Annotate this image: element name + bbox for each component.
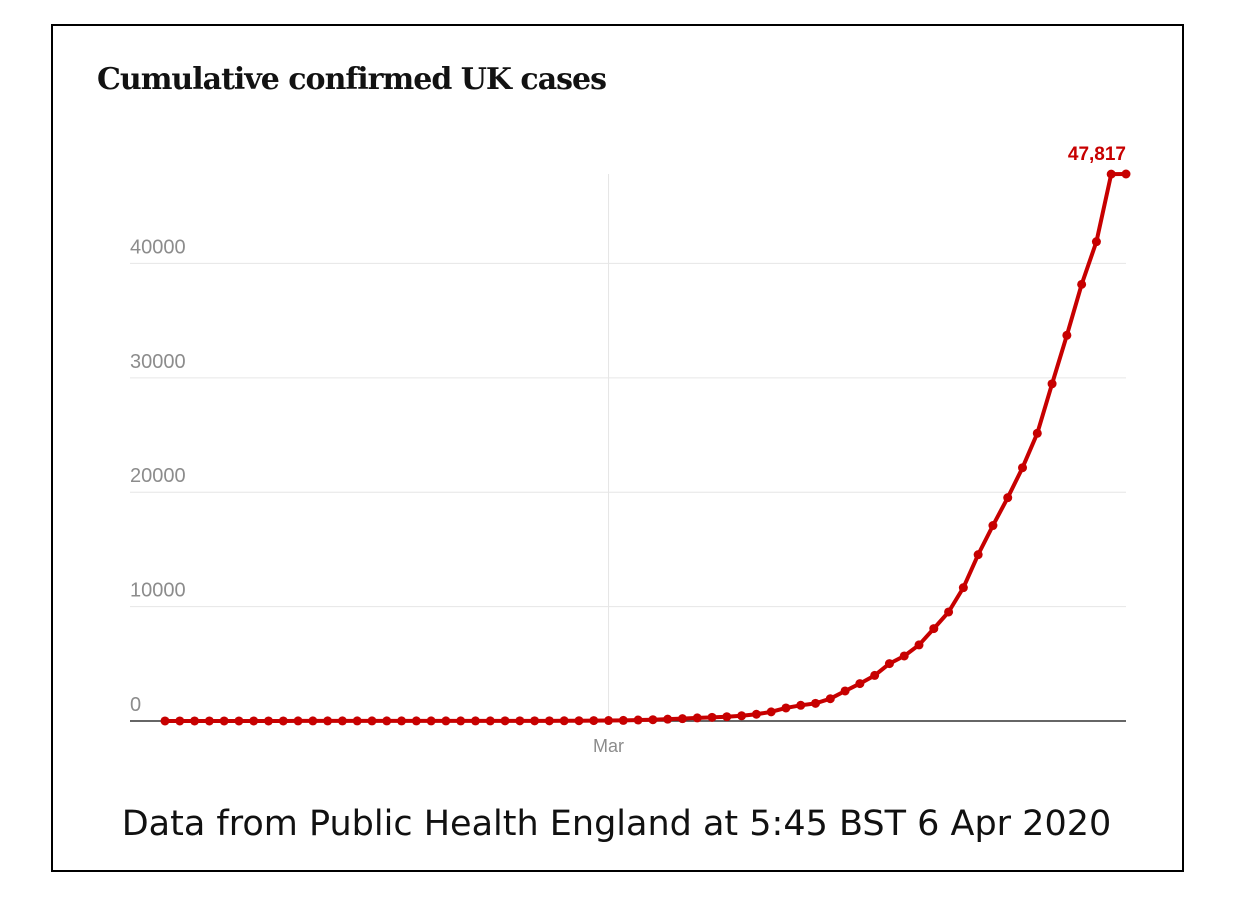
y-axis-ticks: 0 10000 20000 30000 40000	[130, 236, 186, 716]
chart-title: Cumulative confirmed UK cases	[97, 62, 607, 97]
data-point	[648, 715, 658, 725]
data-point	[544, 716, 554, 726]
latest-value-label: 47,817	[1068, 144, 1126, 165]
data-point	[234, 716, 244, 726]
data-point	[692, 713, 702, 723]
source-caption: Data from Public Health England at 5:45 …	[121, 804, 1112, 844]
data-point	[426, 716, 436, 726]
cases-series-line	[165, 172, 1127, 723]
data-point	[397, 716, 407, 726]
data-point	[914, 640, 924, 650]
x-tick-label: Mar	[593, 736, 624, 756]
data-point	[337, 716, 347, 726]
data-point	[204, 716, 214, 726]
data-point	[707, 712, 717, 722]
data-point	[1077, 279, 1087, 289]
data-points	[160, 169, 1131, 726]
data-point	[263, 716, 273, 726]
y-tick-label: 30000	[130, 351, 186, 373]
data-point	[308, 716, 318, 726]
data-point	[367, 716, 377, 726]
data-point	[293, 716, 303, 726]
data-point	[781, 703, 791, 713]
data-point	[1106, 169, 1116, 179]
data-point	[470, 716, 480, 726]
data-point	[1091, 237, 1101, 247]
data-point	[722, 712, 732, 722]
data-point	[855, 679, 865, 689]
data-point	[899, 651, 909, 661]
y-tick-label: 20000	[130, 465, 186, 487]
data-point	[382, 716, 392, 726]
data-point	[500, 716, 510, 726]
data-point	[249, 716, 259, 726]
data-point	[160, 716, 170, 726]
data-point	[766, 707, 776, 717]
data-point	[618, 715, 628, 725]
y-tick-label: 40000	[130, 236, 186, 258]
data-point	[1062, 330, 1072, 340]
data-point	[1047, 379, 1057, 389]
data-point	[530, 716, 540, 726]
y-tick-label: 10000	[130, 580, 186, 602]
data-point	[737, 711, 747, 721]
data-point	[796, 700, 806, 710]
data-point	[1003, 493, 1013, 503]
data-point	[677, 714, 687, 724]
data-point	[811, 698, 821, 708]
data-point	[988, 521, 998, 531]
data-point	[559, 716, 569, 726]
data-point	[411, 716, 421, 726]
data-point	[973, 550, 983, 560]
data-point	[175, 716, 185, 726]
data-point	[278, 716, 288, 726]
data-point	[219, 716, 229, 726]
data-point	[323, 716, 333, 726]
data-point	[751, 709, 761, 719]
data-point	[352, 716, 362, 726]
data-point	[441, 716, 451, 726]
data-point	[604, 716, 614, 726]
data-point	[1121, 169, 1131, 179]
data-point	[1018, 463, 1028, 473]
data-point	[589, 716, 599, 726]
data-point	[840, 686, 850, 696]
data-point	[663, 714, 673, 724]
x-axis: Mar	[130, 720, 1126, 756]
data-point	[515, 716, 525, 726]
data-point	[958, 583, 968, 593]
data-point	[485, 716, 495, 726]
data-point	[929, 624, 939, 634]
data-point	[1032, 428, 1042, 438]
data-point	[870, 670, 880, 680]
chart-frame	[51, 24, 1184, 872]
y-tick-label: 0	[130, 694, 141, 716]
data-point	[884, 659, 894, 669]
data-point	[574, 716, 584, 726]
gridlines	[130, 174, 1126, 721]
data-point	[633, 715, 643, 725]
data-point	[456, 716, 466, 726]
data-point	[944, 607, 954, 617]
data-point	[825, 694, 835, 704]
data-point	[190, 716, 200, 726]
